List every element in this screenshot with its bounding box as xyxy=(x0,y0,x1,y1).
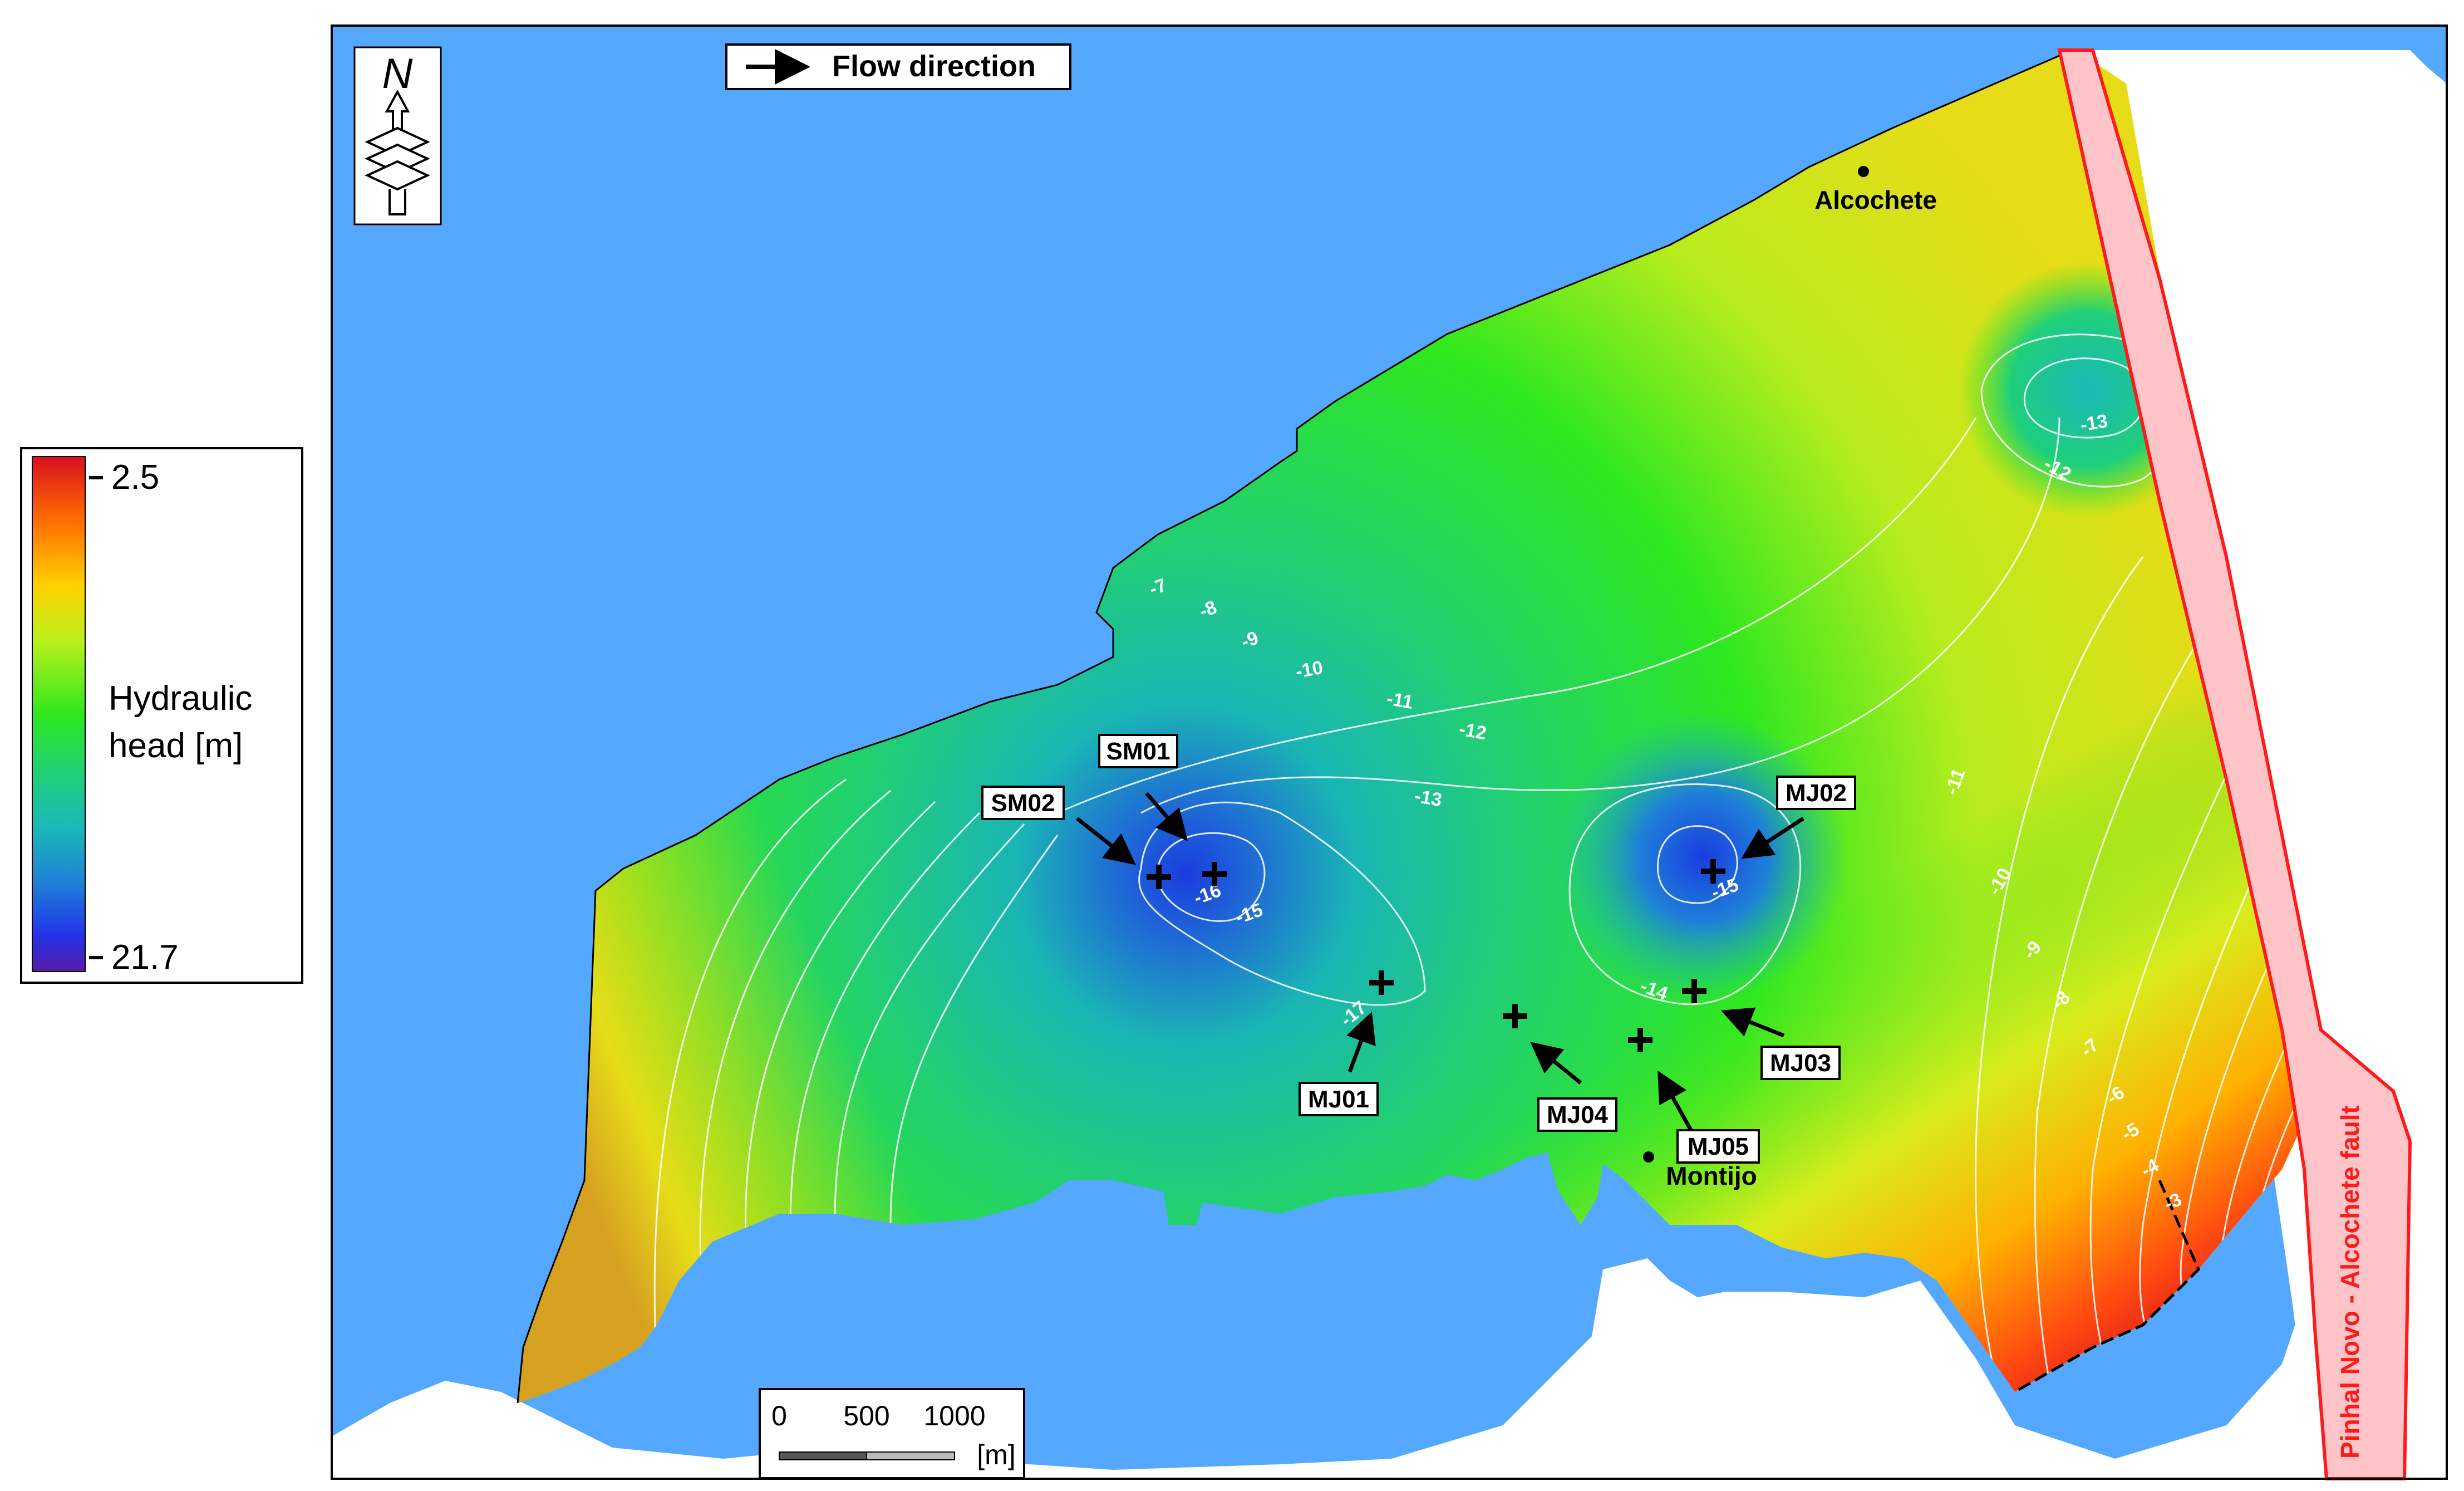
flow-arrow-mj02 xyxy=(1741,817,1804,859)
contour-label-13: -13 xyxy=(1413,785,1444,811)
north-arrow: N xyxy=(353,46,442,225)
flow-direction-legend: Flow direction xyxy=(725,43,1071,90)
well-label-mj03: MJ03 xyxy=(1770,1049,1831,1077)
flow-arrow-sm02 xyxy=(1075,817,1136,865)
contour-label-13b: -13 xyxy=(2079,410,2109,436)
well-marker-sm01 xyxy=(1202,862,1227,886)
flow-arrow-mj03 xyxy=(1721,1007,1785,1038)
scale-unit: [m] xyxy=(977,1439,1015,1470)
scale-tick-500: 500 xyxy=(843,1400,889,1431)
map-frame xyxy=(331,24,2448,1480)
town-label-alcochete: Alcochete xyxy=(1814,185,1937,214)
coastline-south-east xyxy=(2014,1179,2200,1394)
well-marker-mj05 xyxy=(1628,1028,1652,1052)
flow-arrow-mj04 xyxy=(1530,1042,1582,1085)
well-label-mj01: MJ01 xyxy=(1308,1086,1369,1113)
flow-arrow-sm01 xyxy=(1145,792,1188,841)
legend-title-line2: head [m] xyxy=(109,727,243,765)
well-marker-mj01 xyxy=(1369,970,1394,995)
contour-label-10: -10 xyxy=(1294,657,1325,683)
fault-zone xyxy=(2057,48,2412,1480)
scale-bar: 0 500 1000 [m] xyxy=(759,1388,1025,1479)
north-arrow-letter: N xyxy=(382,50,413,97)
scale-tick-0: 0 xyxy=(771,1400,787,1431)
color-legend-bar xyxy=(32,456,86,972)
contour-label-11: -11 xyxy=(1385,688,1415,713)
well-marker-sm02 xyxy=(1147,865,1171,889)
well-markers xyxy=(1147,859,1725,1052)
town-label-montijo: Montijo xyxy=(1666,1161,1757,1190)
flow-direction-label: Flow direction xyxy=(832,50,1036,83)
well-label-sm01: SM01 xyxy=(1106,738,1170,765)
land-south xyxy=(332,1258,2338,1479)
well-marker-mj03 xyxy=(1682,979,1706,1003)
town-marker-montijo xyxy=(1643,1151,1654,1163)
scale-tick-1000: 1000 xyxy=(923,1400,985,1431)
color-legend: 2.5 21.7 Hydraulic head [m] xyxy=(20,447,303,984)
flow-arrow-mj01 xyxy=(1346,1011,1376,1073)
well-label-mj05: MJ05 xyxy=(1688,1133,1749,1160)
coastline xyxy=(517,49,2077,1404)
well-label-sm02: SM02 xyxy=(991,789,1055,817)
legend-title-line1: Hydraulic xyxy=(109,679,252,718)
well-label-mj02: MJ02 xyxy=(1786,779,1847,807)
contour-label-12: -12 xyxy=(1458,718,1488,744)
well-marker-mj02 xyxy=(1701,859,1725,884)
fault-label: Pinhal Novo - Alcochete fault xyxy=(2335,1105,2364,1459)
legend-min-value: 21.7 xyxy=(111,938,179,977)
well-marker-mj04 xyxy=(1503,1004,1527,1028)
well-label-mj04: MJ04 xyxy=(1547,1101,1609,1129)
legend-max-value: 2.5 xyxy=(111,458,159,497)
well-labels: SM01 SM02 MJ01 MJ02 MJ03 MJ04 MJ05 xyxy=(981,734,1856,1164)
town-marker-alcochete xyxy=(1858,166,1869,177)
